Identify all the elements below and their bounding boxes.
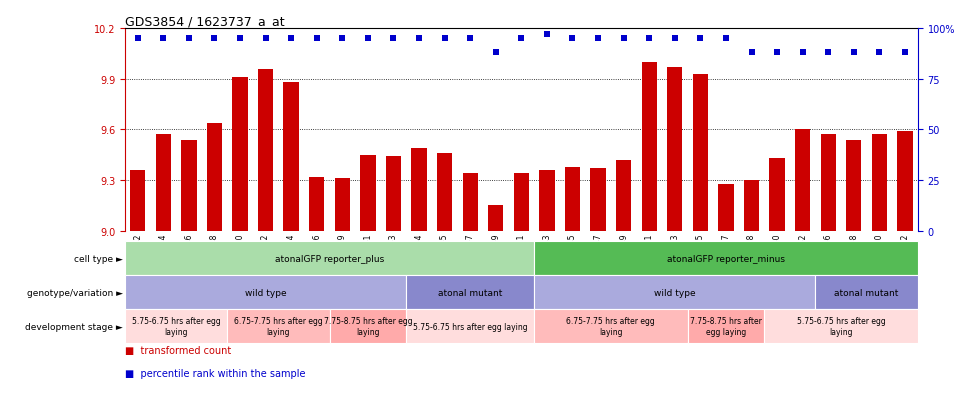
Text: genotype/variation ►: genotype/variation ► bbox=[27, 288, 123, 297]
Bar bbox=[693, 74, 708, 231]
Bar bbox=[718, 184, 733, 231]
Bar bbox=[898, 132, 913, 231]
Bar bbox=[534, 309, 687, 343]
Bar bbox=[385, 157, 401, 231]
Bar bbox=[258, 69, 273, 231]
Bar bbox=[309, 177, 325, 231]
Text: 7.75-8.75 hrs after
egg laying: 7.75-8.75 hrs after egg laying bbox=[690, 317, 762, 336]
Text: 5.75-6.75 hrs after egg laying: 5.75-6.75 hrs after egg laying bbox=[413, 322, 528, 331]
Bar bbox=[616, 160, 631, 231]
Bar bbox=[514, 174, 529, 231]
Text: GDS3854 / 1623737_a_at: GDS3854 / 1623737_a_at bbox=[125, 15, 284, 28]
Text: 6.75-7.75 hrs after egg
laying: 6.75-7.75 hrs after egg laying bbox=[234, 317, 323, 336]
Text: ■  percentile rank within the sample: ■ percentile rank within the sample bbox=[125, 368, 306, 378]
Text: cell type ►: cell type ► bbox=[74, 254, 123, 263]
Bar bbox=[764, 309, 918, 343]
Bar bbox=[821, 135, 836, 231]
Bar bbox=[125, 242, 534, 275]
Bar bbox=[846, 140, 861, 231]
Text: wild type: wild type bbox=[245, 288, 286, 297]
Bar bbox=[642, 63, 657, 231]
Bar bbox=[207, 123, 222, 231]
Bar bbox=[687, 309, 764, 343]
Text: 5.75-6.75 hrs after egg
laying: 5.75-6.75 hrs after egg laying bbox=[797, 317, 885, 336]
Text: 7.75-8.75 hrs after egg
laying: 7.75-8.75 hrs after egg laying bbox=[324, 317, 412, 336]
Bar bbox=[534, 275, 816, 309]
Bar bbox=[539, 171, 554, 231]
Bar bbox=[770, 159, 785, 231]
Bar bbox=[283, 83, 299, 231]
Bar bbox=[437, 154, 453, 231]
Bar bbox=[407, 275, 534, 309]
Text: wild type: wild type bbox=[654, 288, 696, 297]
Bar bbox=[125, 309, 227, 343]
Bar bbox=[407, 309, 534, 343]
Text: atonal mutant: atonal mutant bbox=[438, 288, 503, 297]
Bar bbox=[227, 309, 330, 343]
Bar bbox=[125, 275, 407, 309]
Bar bbox=[330, 309, 407, 343]
Bar bbox=[488, 206, 504, 231]
Bar bbox=[744, 180, 759, 231]
Bar bbox=[590, 169, 605, 231]
Bar bbox=[816, 275, 918, 309]
Bar bbox=[565, 167, 580, 231]
Bar bbox=[182, 140, 197, 231]
Text: 5.75-6.75 hrs after egg
laying: 5.75-6.75 hrs after egg laying bbox=[132, 317, 220, 336]
Text: ■  transformed count: ■ transformed count bbox=[125, 345, 232, 355]
Text: atonalGFP reporter_minus: atonalGFP reporter_minus bbox=[667, 254, 785, 263]
Text: development stage ►: development stage ► bbox=[25, 322, 123, 331]
Bar bbox=[130, 171, 145, 231]
Bar bbox=[795, 130, 810, 231]
Bar bbox=[233, 78, 248, 231]
Text: atonal mutant: atonal mutant bbox=[834, 288, 899, 297]
Text: 6.75-7.75 hrs after egg
laying: 6.75-7.75 hrs after egg laying bbox=[566, 317, 655, 336]
Bar bbox=[411, 149, 427, 231]
Bar bbox=[872, 135, 887, 231]
Bar bbox=[334, 179, 350, 231]
Bar bbox=[667, 68, 682, 231]
Bar bbox=[462, 174, 478, 231]
Bar bbox=[534, 242, 918, 275]
Text: atonalGFP reporter_plus: atonalGFP reporter_plus bbox=[275, 254, 384, 263]
Bar bbox=[156, 135, 171, 231]
Bar bbox=[360, 155, 376, 231]
